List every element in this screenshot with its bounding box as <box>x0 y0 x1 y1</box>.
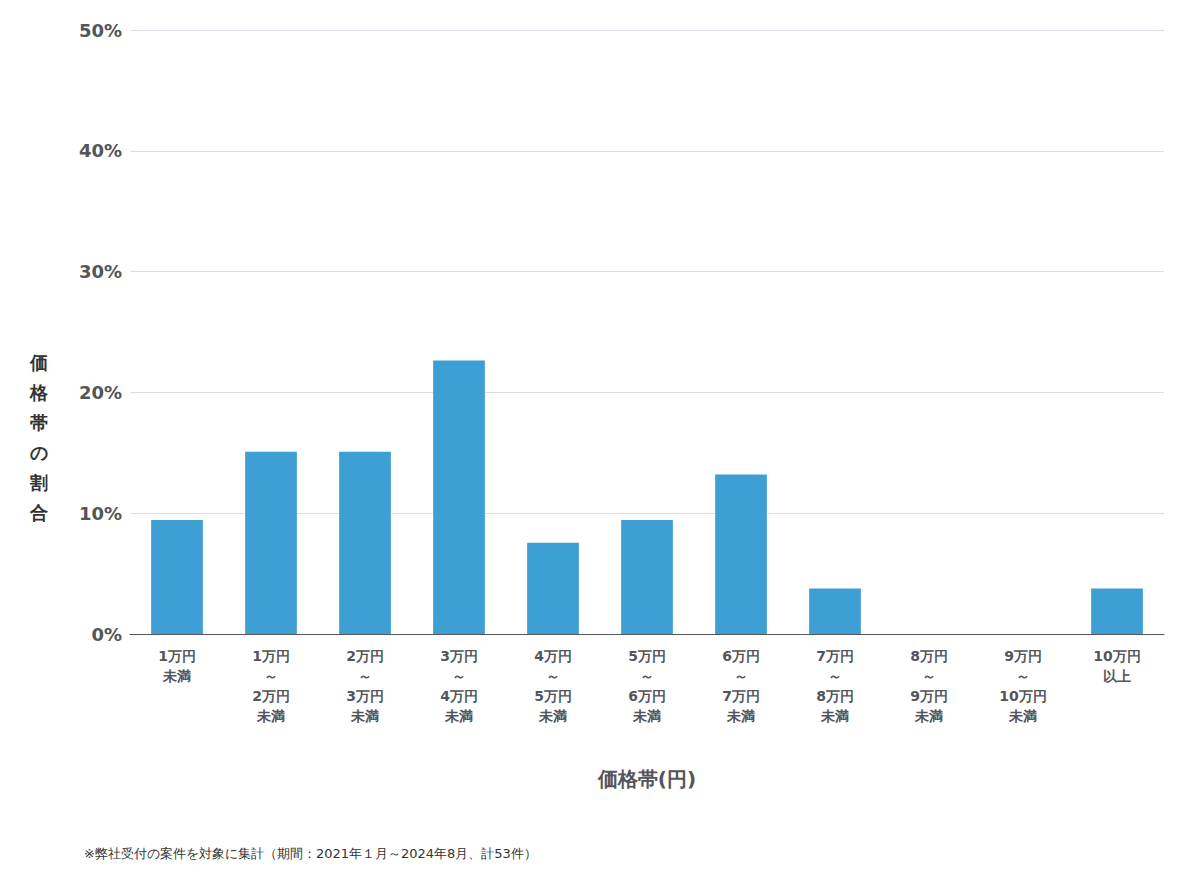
svg-text:6万円: 6万円 <box>628 688 666 704</box>
svg-text:1万円: 1万円 <box>158 648 196 664</box>
svg-text:8万円: 8万円 <box>910 648 948 664</box>
svg-text:9万円: 9万円 <box>910 688 948 704</box>
svg-text:4万円: 4万円 <box>440 688 478 704</box>
svg-text:帯: 帯 <box>30 412 48 433</box>
svg-text:未満: 未満 <box>162 668 191 684</box>
svg-text:3万円: 3万円 <box>346 688 384 704</box>
svg-text:～: ～ <box>452 668 466 684</box>
svg-text:未満: 未満 <box>444 708 473 724</box>
svg-text:7万円: 7万円 <box>816 648 854 664</box>
svg-text:2万円: 2万円 <box>346 648 384 664</box>
svg-text:～: ～ <box>922 668 936 684</box>
svg-text:未満: 未満 <box>350 708 379 724</box>
svg-text:未満: 未満 <box>1008 708 1037 724</box>
svg-text:30%: 30% <box>79 261 122 282</box>
svg-text:価: 価 <box>29 352 48 373</box>
svg-text:7万円: 7万円 <box>722 688 760 704</box>
svg-text:～: ～ <box>1016 668 1030 684</box>
svg-text:以上: 以上 <box>1103 668 1131 684</box>
svg-text:10万円: 10万円 <box>1093 648 1140 664</box>
svg-text:未満: 未満 <box>256 708 285 724</box>
svg-text:格: 格 <box>29 382 49 403</box>
svg-text:合: 合 <box>29 502 48 523</box>
svg-text:未満: 未満 <box>914 708 943 724</box>
svg-text:1万円: 1万円 <box>252 648 290 664</box>
svg-text:3万円: 3万円 <box>440 648 478 664</box>
svg-text:未満: 未満 <box>820 708 849 724</box>
svg-text:9万円: 9万円 <box>1004 648 1042 664</box>
svg-text:40%: 40% <box>79 140 122 161</box>
svg-text:～: ～ <box>734 668 748 684</box>
svg-text:～: ～ <box>358 668 372 684</box>
svg-text:割: 割 <box>29 472 48 493</box>
svg-text:8万円: 8万円 <box>816 688 854 704</box>
svg-text:未満: 未満 <box>538 708 567 724</box>
svg-text:50%: 50% <box>79 20 122 41</box>
svg-text:～: ～ <box>546 668 560 684</box>
svg-text:10万円: 10万円 <box>999 688 1046 704</box>
svg-text:0%: 0% <box>91 624 122 645</box>
svg-text:の: の <box>30 442 48 463</box>
svg-text:5万円: 5万円 <box>628 648 666 664</box>
svg-text:～: ～ <box>640 668 654 684</box>
svg-text:4万円: 4万円 <box>534 648 572 664</box>
svg-text:～: ～ <box>264 668 278 684</box>
svg-text:未満: 未満 <box>726 708 755 724</box>
svg-text:10%: 10% <box>79 503 122 524</box>
svg-text:20%: 20% <box>79 382 122 403</box>
svg-text:～: ～ <box>828 668 842 684</box>
svg-text:未満: 未満 <box>632 708 661 724</box>
svg-text:価格帯(円): 価格帯(円) <box>597 767 696 791</box>
svg-text:5万円: 5万円 <box>534 688 572 704</box>
svg-text:6万円: 6万円 <box>722 648 760 664</box>
svg-text:※弊社受付の案件を対象に集計（期間：2021年１月～2024: ※弊社受付の案件を対象に集計（期間：2021年１月～2024年8月、計53件） <box>84 846 537 861</box>
svg-text:2万円: 2万円 <box>252 688 290 704</box>
